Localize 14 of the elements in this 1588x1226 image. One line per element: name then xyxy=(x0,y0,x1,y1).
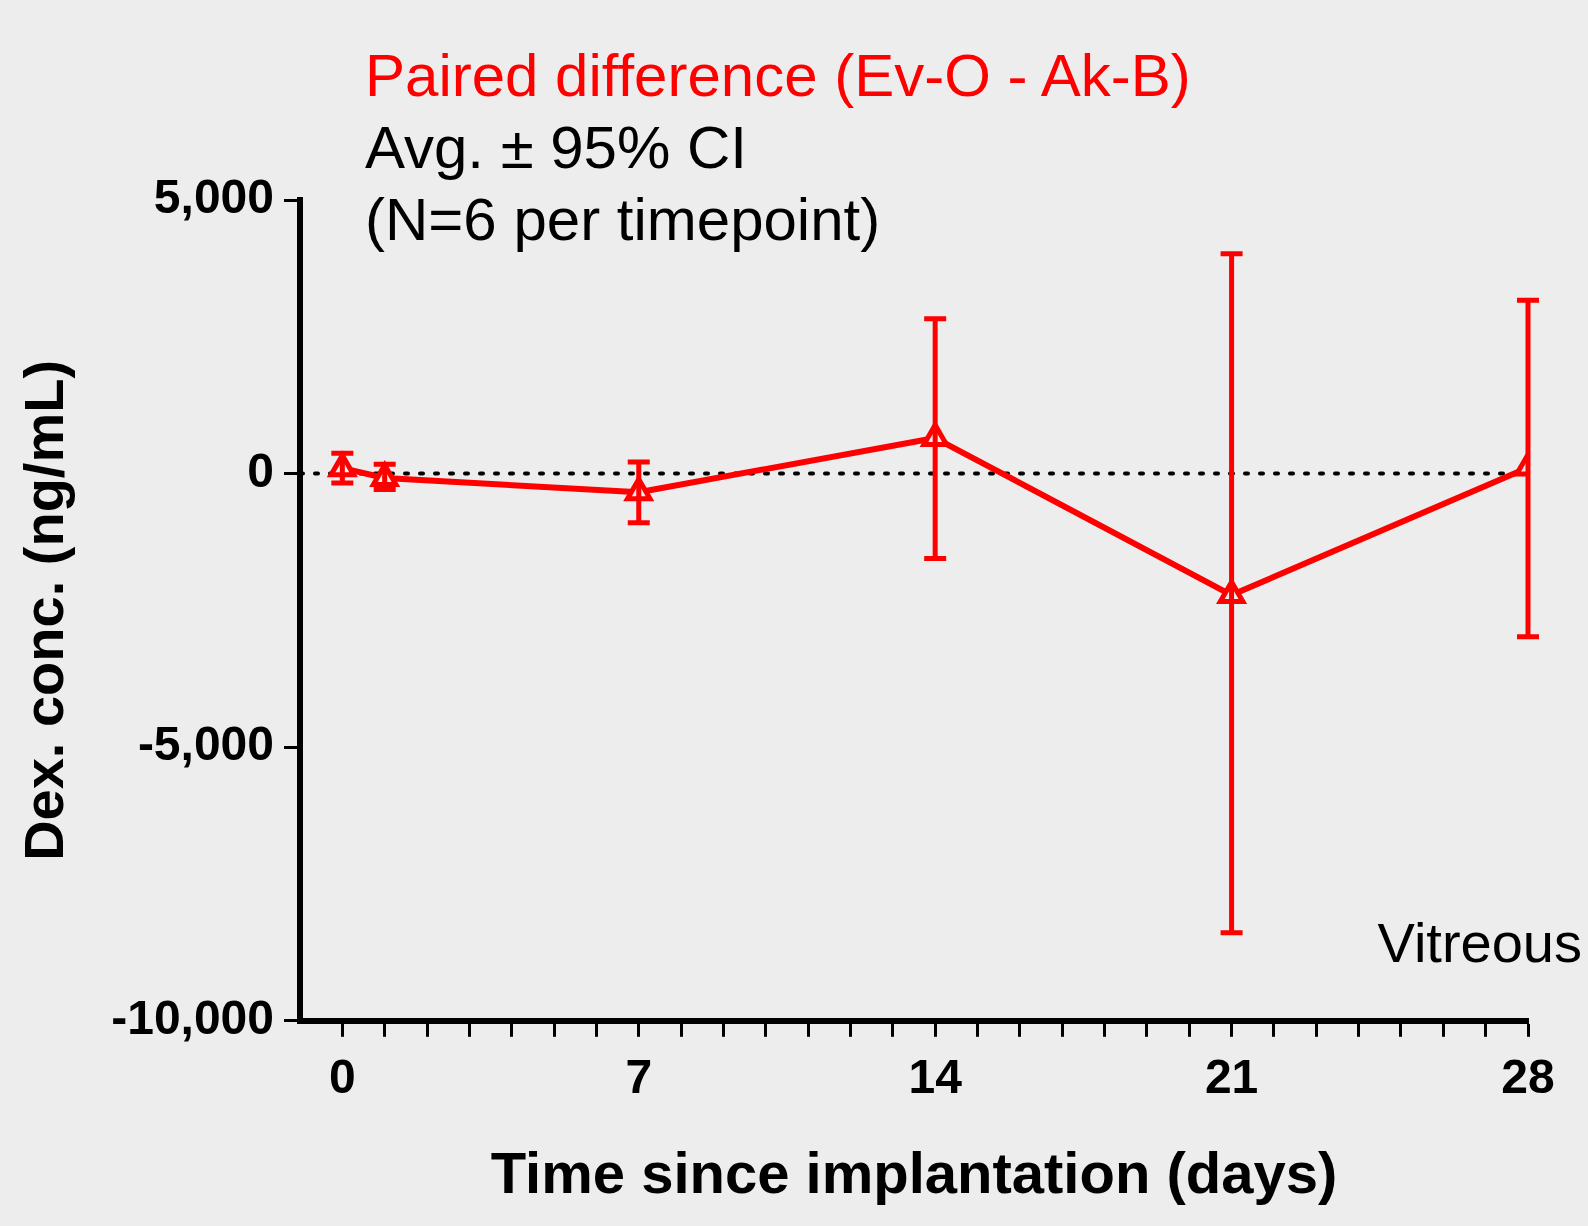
y-tick-label: -10,000 xyxy=(111,991,274,1045)
x-tick-label: 14 xyxy=(908,1049,963,1103)
x-tick-label: 21 xyxy=(1204,1049,1259,1103)
y-axis-title: Dex. conc. (ng/mL) xyxy=(12,359,76,861)
chart-title: Paired difference (Ev-O - Ak-B) xyxy=(365,41,1191,111)
x-tick-label: 7 xyxy=(625,1049,653,1103)
x-tick-label: 28 xyxy=(1501,1049,1555,1103)
annotation: Vitreous xyxy=(1377,910,1582,975)
x-axis-title: Time since implantation (days) xyxy=(490,1140,1338,1206)
y-tick-label: -5,000 xyxy=(137,717,274,771)
chart-subtitle: Avg. ± 95% CI (N=6 per timepoint) xyxy=(365,113,881,255)
y-tick-label: 0 xyxy=(247,443,274,497)
y-tick-label: 5,000 xyxy=(153,170,274,224)
x-tick-label: 0 xyxy=(328,1049,356,1103)
